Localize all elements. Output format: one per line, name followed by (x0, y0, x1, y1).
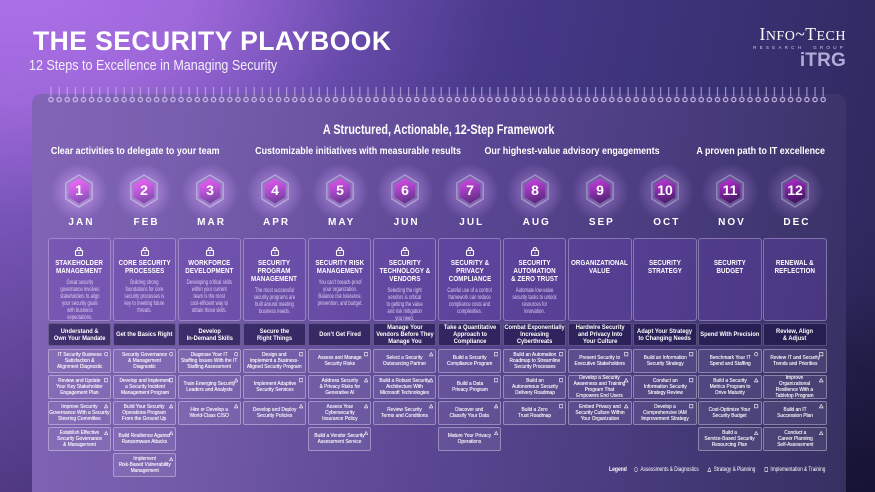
svg-text:10: 10 (657, 183, 673, 199)
svg-text:6: 6 (401, 183, 409, 199)
svg-text:2: 2 (141, 183, 149, 199)
svg-text:4: 4 (271, 183, 279, 199)
svg-text:7: 7 (466, 183, 474, 199)
svg-text:11: 11 (722, 183, 737, 199)
svg-text:8: 8 (531, 183, 539, 199)
svg-text:9: 9 (596, 183, 604, 199)
svg-text:12: 12 (787, 183, 803, 199)
svg-text:3: 3 (206, 183, 214, 199)
svg-text:5: 5 (336, 183, 344, 199)
svg-text:1: 1 (76, 183, 84, 199)
